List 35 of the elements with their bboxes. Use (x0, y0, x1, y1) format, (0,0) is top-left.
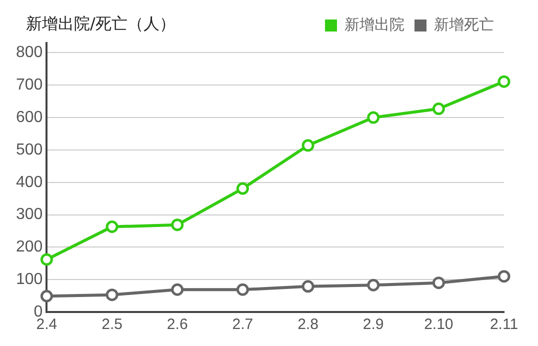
point (367, 111, 380, 124)
point (40, 253, 53, 266)
x-tick-label: 2.10 (424, 316, 454, 334)
x-tick-label: 2.11 (490, 316, 518, 334)
point (432, 102, 445, 116)
point (171, 283, 184, 296)
y-tick-label: 400 (16, 174, 43, 191)
chart-title: 新增出院/死亡（人） (26, 14, 176, 35)
y-tick-label: 200 (16, 238, 43, 256)
x-tick-label: 2.6 (166, 316, 188, 334)
y-tick-label: 100 (16, 270, 43, 288)
point (498, 270, 510, 283)
point (302, 280, 314, 293)
y-tick-label: 700 (16, 76, 43, 94)
x-tick-label: 2.7 (232, 316, 254, 334)
point (432, 276, 445, 290)
point (236, 182, 249, 195)
x-tick-label: 2.4 (36, 316, 58, 334)
y-tick-label: 600 (16, 108, 43, 126)
point (367, 278, 380, 292)
y-tick-label: 300 (16, 206, 43, 224)
x-tick-label: 2.9 (362, 316, 384, 334)
legend-label: 新增死亡 (434, 15, 494, 34)
legend-label: 新增出院 (344, 15, 404, 34)
point (236, 283, 249, 296)
y-tick-label: 500 (16, 141, 43, 158)
point (106, 220, 118, 234)
point (106, 288, 118, 302)
point (302, 139, 314, 152)
point (40, 290, 53, 302)
point (171, 218, 184, 232)
point (498, 75, 510, 88)
x-tick-label: 2.8 (298, 316, 318, 334)
x-tick-label: 2.5 (102, 316, 122, 334)
y-tick-label: 800 (16, 44, 43, 62)
